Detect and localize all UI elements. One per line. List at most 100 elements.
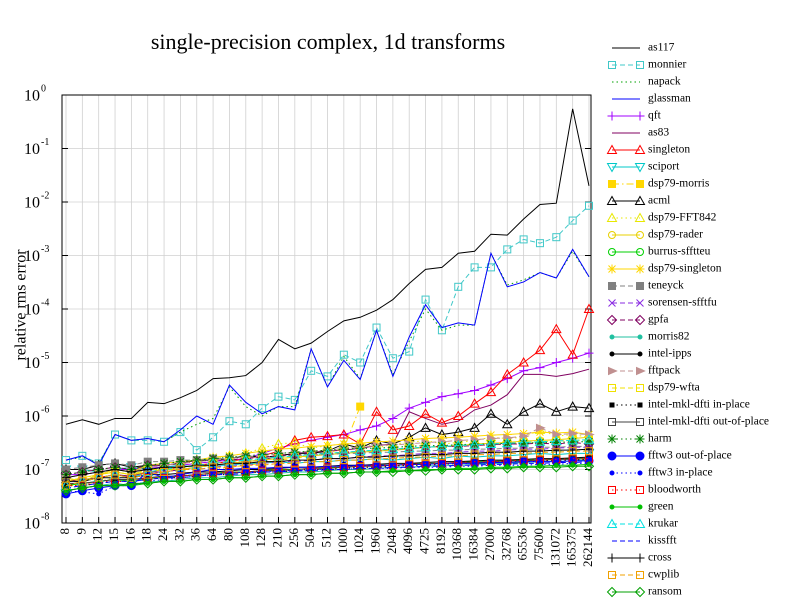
marker <box>372 454 381 463</box>
marker <box>535 427 545 437</box>
marker <box>191 474 202 485</box>
marker <box>61 473 71 483</box>
legend-label: dsp79-FFT842 <box>648 212 717 224</box>
marker <box>372 421 382 431</box>
series-line <box>66 458 589 487</box>
marker <box>636 384 644 392</box>
marker <box>608 486 616 494</box>
series-line <box>65 441 590 476</box>
marker <box>209 469 218 478</box>
marker <box>436 464 448 475</box>
marker <box>62 456 70 465</box>
marker <box>452 410 464 420</box>
marker <box>356 358 365 367</box>
marker <box>192 465 201 474</box>
marker <box>387 466 399 478</box>
marker <box>634 212 646 222</box>
marker <box>585 447 593 456</box>
marker <box>607 553 617 563</box>
marker <box>583 402 595 413</box>
y-tick-exponent: -7 <box>41 458 49 469</box>
marker <box>371 406 382 416</box>
series <box>65 108 590 425</box>
legend-label: napack <box>648 76 681 88</box>
marker <box>534 462 546 473</box>
y-tick-exponent: -6 <box>41 404 49 415</box>
y-tick-label: 10 <box>24 141 40 158</box>
marker <box>550 435 562 446</box>
marker <box>608 418 616 426</box>
marker <box>60 485 72 496</box>
marker <box>637 351 643 357</box>
legend-label: sorensen-sfftfu <box>648 297 717 309</box>
marker <box>62 481 70 490</box>
marker <box>453 464 464 475</box>
marker <box>158 476 170 487</box>
marker <box>635 553 645 563</box>
marker <box>583 303 595 313</box>
marker <box>609 402 615 408</box>
marker <box>501 437 513 448</box>
x-tick-label: 12 <box>90 528 105 541</box>
marker <box>175 457 185 467</box>
marker <box>567 401 579 411</box>
marker <box>636 299 644 307</box>
marker <box>453 389 463 399</box>
x-tick-label: 36 <box>188 528 203 542</box>
marker <box>607 434 617 444</box>
marker <box>405 347 414 356</box>
marker <box>634 518 646 528</box>
marker <box>225 417 234 426</box>
marker <box>437 459 446 468</box>
marker <box>519 449 528 458</box>
marker <box>485 408 497 418</box>
marker <box>501 418 513 429</box>
legend-label: dsp79-morris <box>648 178 710 190</box>
y-tick-label: 10 <box>24 355 40 372</box>
marker <box>502 374 512 384</box>
marker <box>388 436 398 446</box>
marker <box>485 438 497 448</box>
marker <box>96 491 102 497</box>
marker <box>634 144 646 154</box>
marker <box>518 436 529 447</box>
marker <box>421 459 430 468</box>
marker <box>175 476 186 487</box>
marker <box>567 434 579 445</box>
marker <box>77 482 88 494</box>
marker <box>609 504 615 510</box>
marker <box>421 453 430 462</box>
marker <box>339 439 349 449</box>
marker <box>109 480 121 491</box>
series <box>62 447 593 490</box>
x-tick-label: 32 <box>171 528 186 541</box>
series-line <box>65 465 589 492</box>
legend-label: singleton <box>648 144 690 156</box>
x-tick-label: 64 <box>204 528 219 542</box>
marker <box>339 350 348 359</box>
legend-label: intel-mkl-dfti in-place <box>648 399 750 411</box>
x-tick-label: 10368 <box>449 528 464 561</box>
marker <box>126 467 136 477</box>
marker <box>485 463 497 474</box>
series-line <box>66 429 590 482</box>
legend-label: fftw3 in-place <box>648 467 713 479</box>
marker <box>404 465 415 476</box>
marker <box>111 430 120 439</box>
marker <box>637 334 643 340</box>
legend-label: intel-ipps <box>648 348 692 360</box>
marker <box>568 216 577 225</box>
marker <box>209 433 218 442</box>
marker <box>143 465 153 474</box>
marker <box>454 451 463 460</box>
marker <box>160 437 169 446</box>
marker <box>372 437 382 447</box>
marker <box>176 465 185 474</box>
marker <box>568 447 577 456</box>
marker <box>550 323 562 334</box>
marker <box>388 442 398 452</box>
marker <box>608 248 616 256</box>
marker <box>636 248 644 256</box>
legend-label: ransom <box>648 586 682 598</box>
marker <box>323 457 332 466</box>
